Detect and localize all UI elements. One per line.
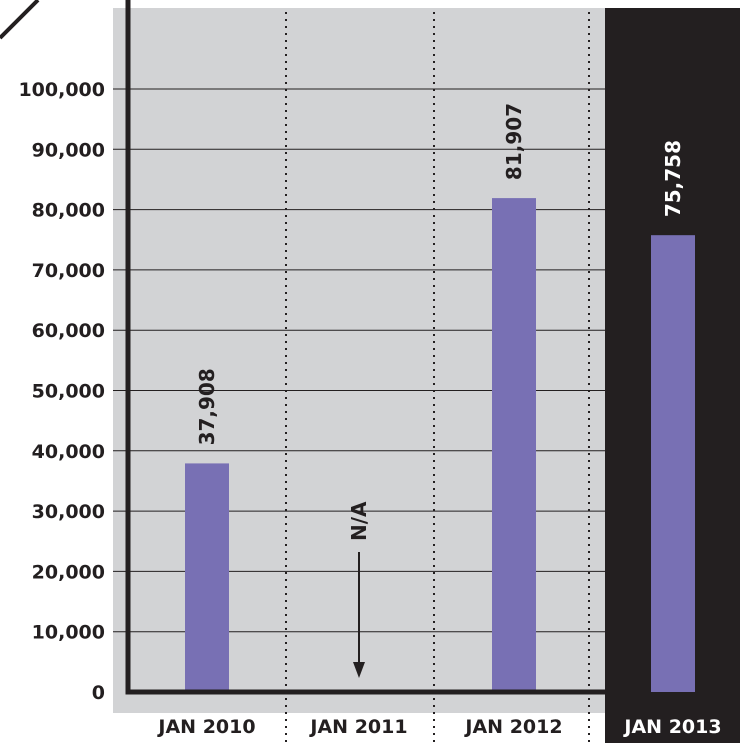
data-label: 37,908	[195, 368, 219, 445]
x-axis-tick-labels: JAN 2010 JAN 2011 JAN 2012 JAN 2013	[156, 716, 721, 738]
axis-line	[125, 0, 605, 695]
na-arrow-head	[353, 662, 365, 678]
y-tick-label: 80,000	[32, 200, 105, 222]
bar	[492, 198, 536, 693]
y-tick-label: 50,000	[32, 381, 105, 403]
y-tick-label: 30,000	[32, 501, 105, 523]
y-tick-label: 0	[92, 682, 105, 704]
x-tick-label: JAN 2013	[622, 716, 721, 738]
x-tick-label: JAN 2011	[308, 716, 407, 738]
y-axis-tick-labels: 0 10,000 20,000 30,000 40,000 50,000 60,000 70,…	[18, 79, 105, 704]
y-tick-label: 60,000	[32, 320, 105, 342]
x-tick-label: JAN 2012	[463, 716, 562, 738]
bar	[651, 235, 695, 692]
y-tick-label: 90,000	[32, 139, 105, 161]
y-tick-label: 20,000	[32, 561, 105, 583]
bars	[185, 198, 695, 693]
column-separators	[285, 12, 590, 743]
data-label: 81,907	[502, 103, 526, 180]
y-tick-label: 70,000	[32, 260, 105, 282]
x-tick-label: JAN 2010	[156, 716, 255, 738]
na-label: N/A	[347, 501, 371, 541]
y-tick-label: 40,000	[32, 441, 105, 463]
data-labels: 37,908 81,907 75,758 N/A	[195, 103, 685, 541]
corner-mark	[0, 0, 40, 40]
y-tick-label: 100,000	[18, 79, 105, 101]
bar	[185, 463, 229, 692]
na-indicator	[353, 552, 365, 678]
y-tick-label: 10,000	[32, 622, 105, 644]
data-label: 75,758	[661, 140, 685, 217]
